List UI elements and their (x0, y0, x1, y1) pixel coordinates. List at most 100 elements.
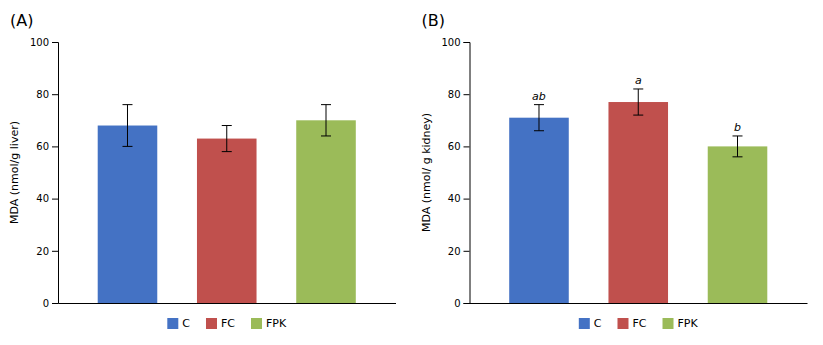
error-bar (733, 136, 743, 157)
error-bar (633, 89, 643, 115)
bar (708, 146, 768, 303)
legend-swatch (617, 318, 628, 329)
bar (98, 126, 158, 303)
tick-mark (52, 146, 58, 147)
error-bar-stem (638, 89, 639, 115)
error-bar-stem (538, 105, 539, 131)
y-tick: 20 (36, 246, 58, 257)
tick-mark (52, 199, 58, 200)
y-axis-title: MDA (nmol/g liver) (8, 121, 21, 224)
tick-mark (464, 251, 470, 252)
tick-label: 0 (454, 298, 460, 309)
error-bar (122, 105, 132, 147)
legend-label: FPK (266, 317, 287, 330)
y-axis: 0 20 40 60 80 100 (441, 37, 470, 309)
legend-label: C (594, 317, 602, 330)
tick-mark (52, 251, 58, 252)
tick-mark (464, 94, 470, 95)
error-bar-cap (222, 125, 232, 126)
panel-title: (B) (422, 11, 445, 30)
error-bar-cap (633, 115, 643, 116)
legend-item: C (579, 317, 602, 330)
error-bar-cap (122, 104, 132, 105)
legend-label: C (182, 317, 190, 330)
bar (509, 118, 569, 303)
bar (197, 139, 257, 303)
legend-swatch (663, 318, 674, 329)
bar (296, 120, 356, 303)
error-bar-cap (222, 151, 232, 152)
error-bar-cap (321, 104, 331, 105)
x-axis (470, 303, 808, 304)
tick-label: 20 (448, 246, 461, 257)
legend-label: FC (221, 317, 235, 330)
tick-mark (464, 146, 470, 147)
annotation: a (635, 74, 642, 87)
legend-swatch (206, 318, 217, 329)
tick-mark (464, 303, 470, 304)
y-tick: 80 (36, 89, 58, 100)
chart-figure: (A)020406080100MDA (nmol/g liver)CFCFPK(… (0, 0, 823, 345)
error-bar (321, 105, 331, 136)
annotations: abab (532, 74, 741, 134)
tick-label: 80 (448, 89, 461, 100)
plot-area: abab020406080100MDA (nmol/ g kidney)CFCF… (420, 37, 808, 330)
y-tick: 20 (448, 246, 470, 257)
axis-line (470, 303, 808, 304)
error-bar-stem (737, 136, 738, 157)
error-bar-stem (326, 105, 327, 136)
tick-label: 60 (36, 141, 49, 152)
y-tick: 100 (30, 37, 58, 48)
axis-line (59, 303, 397, 304)
legend-item: FPK (251, 317, 287, 330)
y-axis-title: MDA (nmol/ g kidney) (420, 113, 433, 232)
tick-label: 60 (448, 141, 461, 152)
tick-mark (464, 42, 470, 43)
y-tick: 80 (448, 89, 470, 100)
error-bar-cap (733, 135, 743, 136)
tick-label: 80 (36, 89, 49, 100)
y-tick: 100 (441, 37, 469, 48)
legend-item: C (167, 317, 190, 330)
y-tick: 0 (454, 298, 469, 309)
legend-item: FPK (663, 317, 699, 330)
legend-swatch (251, 318, 262, 329)
axis-line (52, 43, 59, 304)
y-tick: 40 (36, 193, 58, 204)
legend: C FC FPK (167, 317, 287, 330)
error-bar-stem (226, 126, 227, 152)
annotation: ab (532, 90, 546, 103)
axis-line (464, 43, 471, 304)
error-bar-cap (321, 135, 331, 136)
tick-label: 40 (448, 193, 461, 204)
error-bar-cap (534, 104, 544, 105)
panel: (B)abab020406080100MDA (nmol/ g kidney)C… (420, 11, 808, 330)
y-tick: 60 (448, 141, 470, 152)
tick-label: 100 (441, 37, 460, 48)
error-bar-cap (122, 146, 132, 147)
annotation: b (734, 121, 741, 134)
tick-label: 40 (36, 193, 49, 204)
error-bar (534, 105, 544, 131)
marks (98, 105, 356, 303)
y-tick: 0 (43, 298, 58, 309)
legend-label: FC (632, 317, 646, 330)
tick-label: 20 (36, 246, 49, 257)
tick-mark (464, 199, 470, 200)
tick-mark (52, 303, 58, 304)
y-tick: 40 (448, 193, 470, 204)
error-bar-cap (633, 88, 643, 89)
error-bar (222, 126, 232, 152)
tick-mark (52, 94, 58, 95)
plot-area: 0 20 40 60 80 100 MDA (nmol/g liver) C FC FPK (8, 37, 396, 330)
panel-title: (A) (10, 11, 33, 30)
legend-item: FC (206, 317, 235, 330)
y-axis: 0 20 40 60 80 100 (30, 37, 59, 309)
error-bar-cap (733, 156, 743, 157)
tick-label: 0 (43, 298, 49, 309)
y-tick: 60 (36, 141, 58, 152)
tick-mark (52, 42, 58, 43)
panel: (A) 0 20 40 60 80 100 MDA (nmol/g liver) C FC FPK (8, 11, 396, 330)
bar (608, 102, 668, 303)
tick-label: 100 (30, 37, 49, 48)
